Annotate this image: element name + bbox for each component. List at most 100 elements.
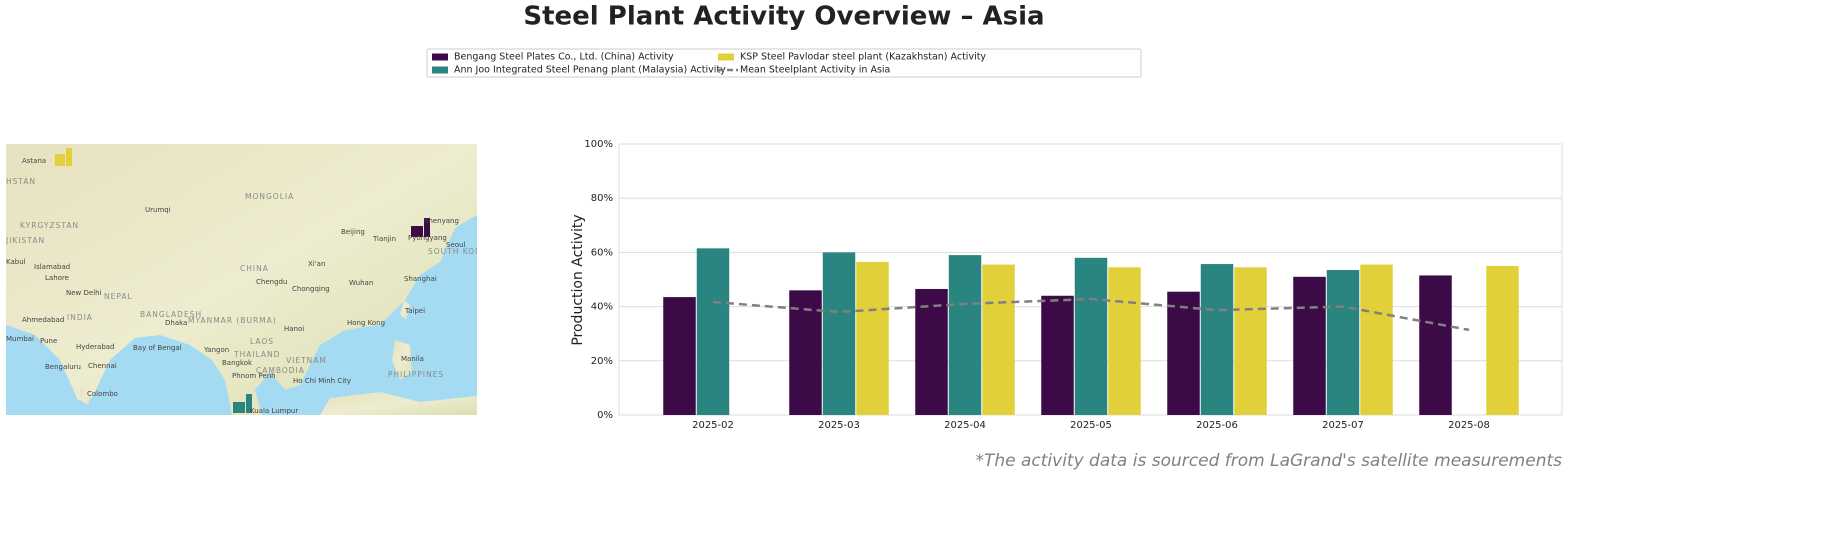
map-label: CHINA xyxy=(240,264,269,273)
map-label: Ho Chi Minh City xyxy=(293,377,351,385)
x-tick-label: 2025-03 xyxy=(818,420,860,431)
bar xyxy=(915,288,948,415)
map-label: CAMBODIA xyxy=(256,366,305,375)
bar xyxy=(856,261,889,415)
x-tick-label: 2025-04 xyxy=(944,420,986,431)
bar xyxy=(1200,264,1234,415)
map-label: Islamabad xyxy=(34,263,70,271)
map-label: Chennai xyxy=(88,362,117,370)
map-label: THAILAND xyxy=(233,350,280,359)
y-tick-label: 100% xyxy=(584,139,613,150)
map-label: Tianjin xyxy=(372,235,396,243)
map-label: Phnom Penh xyxy=(232,372,276,380)
x-tick-label: 2025-05 xyxy=(1070,420,1112,431)
map-label: Hanoi xyxy=(284,325,304,333)
bar xyxy=(696,248,730,415)
map-label: Kabul xyxy=(6,258,26,266)
y-tick-label: 20% xyxy=(591,356,613,367)
map-label: PHILIPPINES xyxy=(388,370,444,379)
map-label: Urumqi xyxy=(145,206,171,214)
map-label: Mumbai xyxy=(6,335,34,343)
map-label: Chengdu xyxy=(256,278,287,286)
land xyxy=(80,388,92,405)
map-label: Dhaka xyxy=(165,319,187,327)
bar xyxy=(1419,275,1452,415)
map-label: New Delhi xyxy=(66,289,102,297)
bar xyxy=(982,264,1015,415)
legend-box xyxy=(426,48,1142,78)
map-label: Taipei xyxy=(404,307,425,315)
map-label: INDIA xyxy=(67,313,93,322)
bar xyxy=(1293,276,1326,415)
bar xyxy=(1486,265,1519,415)
map-label: NEPAL xyxy=(104,292,133,301)
map-label: KYRGYZSTAN xyxy=(20,221,79,230)
line xyxy=(712,297,1470,332)
plant-icon xyxy=(411,218,430,237)
map-label: Bengaluru xyxy=(45,363,81,371)
x-tick-label: 2025-08 xyxy=(1448,420,1490,431)
map-label: Bay of Bengal xyxy=(133,344,182,352)
map: Astana HSTAN Urumqi MONGOLIA KYRGYZSTAN JIKIS… xyxy=(5,144,481,415)
map-label: MONGOLIA xyxy=(245,192,294,201)
map-label: LAOS xyxy=(250,337,274,346)
bar xyxy=(1167,291,1200,415)
map-label: BANGLADESH xyxy=(140,310,202,319)
land xyxy=(320,392,477,415)
legend-label: Ann Joo Integrated Steel Penang plant (M… xyxy=(454,65,726,76)
footnote: *The activity data is sourced from LaGra… xyxy=(975,451,1562,471)
bar xyxy=(1108,267,1141,415)
legend-label: KSP Steel Pavlodar steel plant (Kazakhst… xyxy=(740,52,986,63)
bar xyxy=(1234,267,1267,415)
y-tick-label: 0% xyxy=(597,410,613,421)
bar xyxy=(1326,270,1360,415)
land xyxy=(400,300,410,320)
map-label: Yangon xyxy=(203,346,229,354)
map-label: HSTAN xyxy=(6,177,36,186)
land xyxy=(392,340,412,380)
x-tick-label: 2025-02 xyxy=(692,420,734,431)
y-tick-label: 60% xyxy=(591,247,613,258)
map-label: Ahmedabad xyxy=(22,316,64,324)
map-label: Shanghai xyxy=(404,275,437,283)
map-label: MYANMAR (BURMA) xyxy=(188,316,277,325)
map-label: Lahore xyxy=(45,274,69,282)
legend-swatch xyxy=(432,53,448,61)
y-tick-label: 80% xyxy=(591,193,613,204)
map-label: SOUTH KOR xyxy=(428,247,481,256)
map-label: Seoul xyxy=(446,241,465,249)
land xyxy=(6,144,477,415)
map-label: Beijing xyxy=(341,228,365,236)
legend-label: Mean Steelplant Activity in Asia xyxy=(740,65,890,76)
map-label: Shenyang xyxy=(424,217,459,225)
map-label: Manila xyxy=(401,355,424,363)
bar xyxy=(789,290,822,415)
map-label: Hyderabad xyxy=(76,343,115,351)
map-label: Bangkok xyxy=(222,359,253,367)
map-label: Xi'an xyxy=(308,260,325,268)
map-label: JIKISTAN xyxy=(5,236,45,245)
plant-icon xyxy=(55,148,72,166)
map-label: Astana xyxy=(22,157,46,165)
y-tick-label: 40% xyxy=(591,302,613,313)
map-label: Colombo xyxy=(87,390,118,398)
bar xyxy=(948,255,982,415)
chart-title: Steel Plant Activity Overview – Asia xyxy=(523,2,1044,32)
map-label: VIETNAM xyxy=(286,356,327,365)
map-label: Chongqing xyxy=(292,285,330,293)
x-tick-label: 2025-06 xyxy=(1196,420,1238,431)
map-label: Wuhan xyxy=(349,279,373,287)
x-tick-label: 2025-07 xyxy=(1322,420,1364,431)
bar xyxy=(1041,295,1074,415)
legend-swatch xyxy=(432,66,448,74)
map-label: Hong Kong xyxy=(347,319,385,327)
y-axis-label: Production Activity xyxy=(570,214,586,345)
legend-label: Bengang Steel Plates Co., Ltd. (China) A… xyxy=(454,52,674,63)
legend-swatch xyxy=(718,53,734,61)
bar xyxy=(822,252,856,415)
map-label: Pune xyxy=(40,337,57,345)
map-label: Pyongyang xyxy=(408,234,447,242)
bar xyxy=(1360,264,1393,415)
